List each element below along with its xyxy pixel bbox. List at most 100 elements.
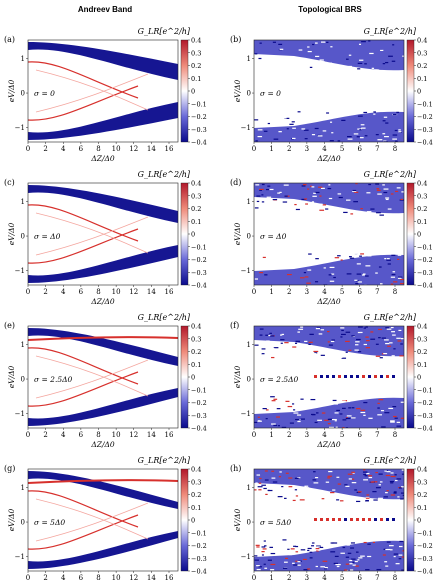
brs-speckle: [270, 549, 276, 551]
brs-speckle: [327, 330, 330, 333]
brs-speckle: [281, 553, 286, 555]
brs-speckle: [383, 141, 388, 142]
andreev-band-upper: [28, 42, 178, 80]
colorbar-tick-label: −0.1: [191, 386, 207, 394]
brs-speckle: [372, 541, 375, 544]
brs-speckle: [357, 281, 362, 283]
brs-speckle: [357, 62, 363, 64]
brs-speckle: [308, 494, 312, 496]
x-tick-label: 12: [129, 431, 138, 439]
brs-speckle: [269, 546, 274, 548]
brs-speckle: [334, 115, 339, 118]
brs-speckle: [261, 546, 266, 548]
x-axis-label: ΔZ/Δ0: [90, 297, 115, 306]
heatmap-andreev: [28, 326, 178, 428]
brs-speckle: [292, 403, 295, 405]
brs-speckle: [396, 337, 401, 339]
panel-sigma-label: σ = 2.5Δ0: [260, 375, 299, 384]
brs-speckle: [259, 188, 264, 191]
brs-speckle: [372, 491, 377, 493]
brs-speckle: [390, 494, 396, 496]
brs-speckle: [308, 61, 313, 63]
brs-speckle: [332, 399, 337, 402]
x-tick-label: 6: [79, 431, 84, 439]
brs-speckle: [285, 400, 290, 402]
brs-speckle: [317, 135, 323, 137]
brs-speckle: [280, 339, 285, 341]
brs-speckle: [294, 489, 298, 491]
y-tick-label: −1: [241, 553, 251, 561]
y-axis-label: eV/Δ0: [7, 365, 16, 388]
brs-speckle: [259, 477, 262, 480]
colorbar-tick-label: 0.1: [191, 361, 201, 369]
colorbar-tick-label: −0.4: [417, 425, 433, 433]
brs-speckle: [328, 344, 333, 346]
brs-speckle: [360, 331, 363, 334]
brs-speckle: [293, 412, 299, 414]
brs-speckle: [320, 354, 325, 356]
x-tick-label: 4: [61, 574, 66, 582]
brs-speckle: [272, 481, 278, 483]
colorbar-tick-label: 0.1: [417, 504, 427, 512]
brs-speckle: [254, 119, 259, 121]
plot-frame: [253, 325, 405, 429]
colorbar-tick-label: −0.1: [417, 243, 433, 251]
colorbar-label: G_LR[e^2/h]: [364, 313, 417, 322]
brs-speckle: [363, 111, 368, 114]
x-tick-label: 6: [79, 288, 84, 296]
colorbar-tick-label: 0.2: [191, 491, 201, 499]
brs-speckle: [354, 279, 358, 281]
colorbar-tick-label: −0.2: [191, 399, 207, 407]
brs-speckle: [298, 328, 304, 330]
brs-speckle: [402, 55, 404, 57]
brs-speckle: [375, 355, 381, 357]
colorbar-tick-label: 0.3: [191, 478, 201, 486]
x-tick-label: 0: [252, 574, 256, 582]
x-tick-label: 8: [393, 574, 397, 582]
x-tick-label: 5: [340, 574, 344, 582]
brs-speckle: [316, 545, 321, 547]
x-tick-label: 10: [112, 288, 121, 296]
brs-speckle: [355, 551, 359, 553]
brs-speckle: [269, 207, 274, 209]
brs-speckle: [303, 569, 309, 571]
x-tick-label: 8: [96, 574, 100, 582]
brs-speckle: [321, 61, 325, 63]
brs-speckle: [370, 338, 376, 340]
brs-speckle: [295, 545, 299, 548]
brs-speckle: [345, 556, 350, 558]
brs-speckle: [336, 409, 340, 412]
brs-speckle: [346, 415, 352, 417]
brs-speckle: [400, 492, 404, 494]
brs-zero-mode: [326, 518, 329, 521]
brs-speckle: [315, 55, 320, 58]
brs-speckle: [275, 348, 280, 351]
brs-speckle: [368, 475, 373, 477]
brs-speckle: [259, 352, 262, 354]
brs-speckle: [298, 403, 303, 405]
brs-zero-mode: [320, 518, 323, 521]
brs-speckle: [309, 66, 313, 68]
colorbar: [406, 468, 415, 572]
x-tick-label: 14: [147, 145, 156, 153]
brs-speckle: [265, 493, 268, 496]
brs-speckle: [270, 267, 274, 269]
colorbar: [180, 39, 189, 143]
andreev-arc-faint: [35, 212, 149, 254]
brs-speckle: [343, 211, 348, 214]
panel-h: 10−1012345678ΔZ/Δ0eV/Δ00.40.30.20.10−0.1…: [230, 456, 433, 584]
brs-speckle: [256, 540, 260, 542]
brs-speckle: [298, 49, 303, 51]
brs-speckle: [267, 122, 271, 125]
brs-speckle: [261, 123, 266, 125]
brs-speckle: [402, 494, 404, 496]
brs-speckle: [330, 121, 333, 123]
x-tick-label: 7: [375, 288, 379, 296]
brs-speckle: [379, 357, 383, 359]
brs-speckle: [349, 110, 353, 112]
brs-speckle: [297, 407, 302, 410]
andreev-band-lower: [28, 245, 178, 283]
brs-speckle: [355, 341, 360, 343]
brs-speckle: [360, 356, 366, 358]
brs-speckle: [325, 208, 329, 210]
